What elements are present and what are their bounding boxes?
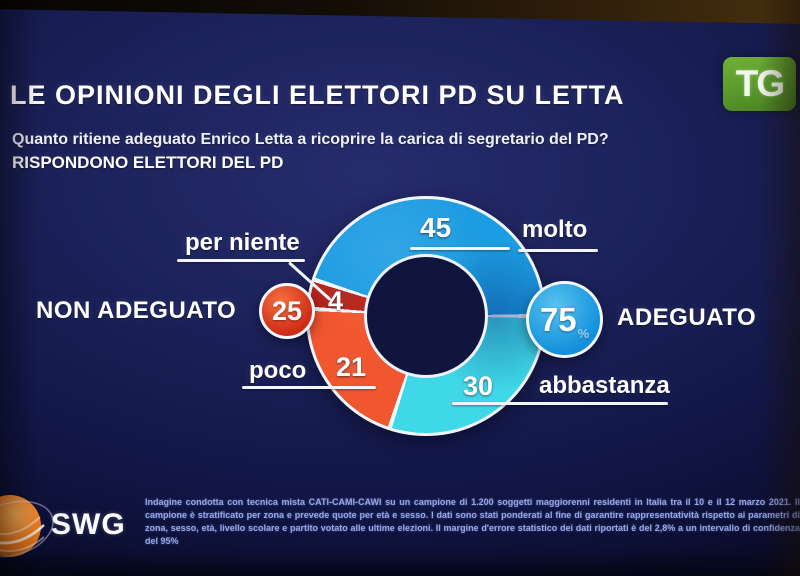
label-adeguato: ADEGUATO — [617, 304, 757, 331]
underline-molto-value — [410, 247, 510, 250]
segment-label-molto: molto — [522, 216, 588, 243]
label-non-adeguato: NON ADEGUATO — [36, 297, 237, 324]
adeguato-value: 75 — [539, 300, 577, 338]
segment-value-per-niente: 4 — [328, 286, 344, 316]
tv-bezel-top — [0, 0, 800, 24]
underline-poco — [242, 386, 376, 389]
non-adeguato-value: 25 — [271, 295, 303, 326]
survey-question: Quanto ritiene adeguato Enrico Letta a r… — [12, 131, 609, 148]
segment-value-abbastanza: 30 — [463, 371, 494, 401]
non-adeguato-aggregate-circle: 25 — [259, 283, 315, 339]
underline-abbastanza — [452, 402, 668, 405]
swg-globe-icon — [0, 495, 54, 558]
segment-label-abbastanza: abbastanza — [539, 372, 670, 399]
percent-sign: % — [577, 326, 590, 341]
page-title: LE OPINIONI DEGLI ELETTORI PD SU LETTA — [10, 80, 625, 110]
segment-label-poco: poco — [249, 357, 307, 384]
segment-value-molto: 45 — [420, 212, 452, 243]
adeguato-aggregate-circle: 75 % — [526, 281, 603, 358]
segment-value-poco: 21 — [336, 352, 367, 382]
underline-per-niente — [177, 259, 305, 262]
underline-molto-label — [518, 249, 598, 252]
tg-channel-logo: TG — [723, 57, 796, 111]
tg-logo-icon: TG — [735, 63, 785, 104]
donut-hole — [364, 254, 488, 378]
methodology-note: Indagine condotta con tecnica mista CATI… — [145, 497, 800, 546]
respondents-line: RISPONDONO ELETTORI DEL PD — [12, 153, 284, 172]
segment-label-per-niente: per niente — [185, 229, 300, 256]
